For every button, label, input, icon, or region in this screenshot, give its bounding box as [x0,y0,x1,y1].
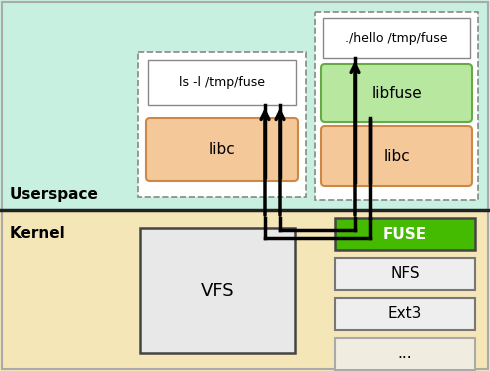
Text: Kernel: Kernel [10,226,66,241]
Bar [335,218,475,250]
Text: ls -l /tmp/fuse: ls -l /tmp/fuse [179,76,265,89]
Text: libfuse: libfuse [371,85,422,101]
Bar [335,258,475,290]
Text: Ext3: Ext3 [388,306,422,322]
Bar [0,210,490,371]
Text: libc: libc [383,148,410,164]
Bar [335,298,475,330]
Bar [323,18,470,58]
Text: ...: ... [398,347,412,361]
Bar [0,0,490,210]
Text: libc: libc [209,142,235,157]
Text: VFS: VFS [201,282,234,299]
FancyBboxPatch shape [146,118,298,181]
Bar [148,60,296,105]
Bar [138,52,306,197]
FancyBboxPatch shape [321,64,472,122]
FancyBboxPatch shape [321,126,472,186]
Text: Userspace: Userspace [10,187,99,202]
Bar [315,12,478,200]
Text: ./hello /tmp/fuse: ./hello /tmp/fuse [345,32,448,45]
Bar [140,228,295,353]
Text: FUSE: FUSE [383,227,427,242]
Bar [335,338,475,370]
Text: NFS: NFS [390,266,420,282]
